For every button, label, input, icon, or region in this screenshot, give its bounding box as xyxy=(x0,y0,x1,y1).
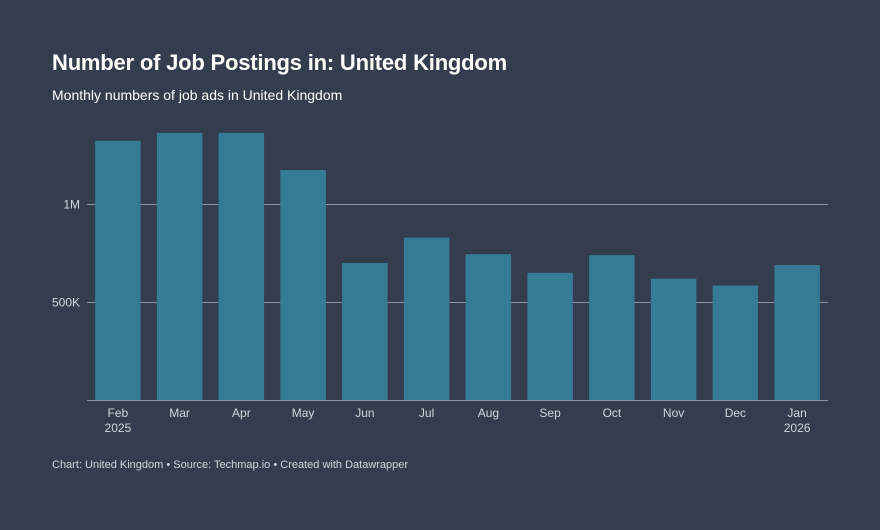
bar xyxy=(650,278,697,400)
x-tick-label: Jan xyxy=(787,406,806,420)
bar xyxy=(465,254,512,400)
bar xyxy=(218,132,265,400)
chart-title: Number of Job Postings in: United Kingdo… xyxy=(52,50,508,75)
x-tick-label: Mar xyxy=(169,406,190,420)
x-tick-year-label: 2025 xyxy=(105,421,132,435)
x-tick-label: May xyxy=(292,406,315,420)
footer-created-with: Created with Datawrapper xyxy=(280,459,409,471)
footer-separator: • xyxy=(273,459,278,471)
x-tick-label: Jun xyxy=(355,406,374,420)
bar xyxy=(95,140,141,401)
x-tick-label: Jul xyxy=(419,406,434,420)
bar xyxy=(342,263,388,400)
bar xyxy=(280,170,326,400)
x-tick-label: Aug xyxy=(478,406,499,420)
y-tick-label: 500K xyxy=(52,296,80,310)
footer-chart-label: Chart: United Kingdom xyxy=(52,459,164,471)
x-tick-label: Feb xyxy=(108,406,129,420)
x-tick-year-label: 2026 xyxy=(784,421,811,435)
bar xyxy=(156,132,203,400)
x-tick-label: Nov xyxy=(663,406,684,420)
bar xyxy=(774,265,820,400)
footer-source: Source: Techmap.io xyxy=(173,459,271,471)
bar xyxy=(712,285,759,400)
x-tick-label: Apr xyxy=(232,406,251,420)
chart-footer: Chart: United Kingdom • Source: Techmap.… xyxy=(52,459,408,471)
x-tick-label: Dec xyxy=(725,406,746,420)
chart-subtitle: Monthly numbers of job ads in United Kin… xyxy=(52,87,343,103)
bar xyxy=(403,237,450,400)
bar xyxy=(527,272,573,400)
bar xyxy=(589,255,635,400)
x-tick-label: Sep xyxy=(539,406,561,420)
y-tick-label: 1M xyxy=(63,198,80,212)
x-tick-label: Oct xyxy=(603,406,622,420)
footer-separator: • xyxy=(166,459,171,471)
